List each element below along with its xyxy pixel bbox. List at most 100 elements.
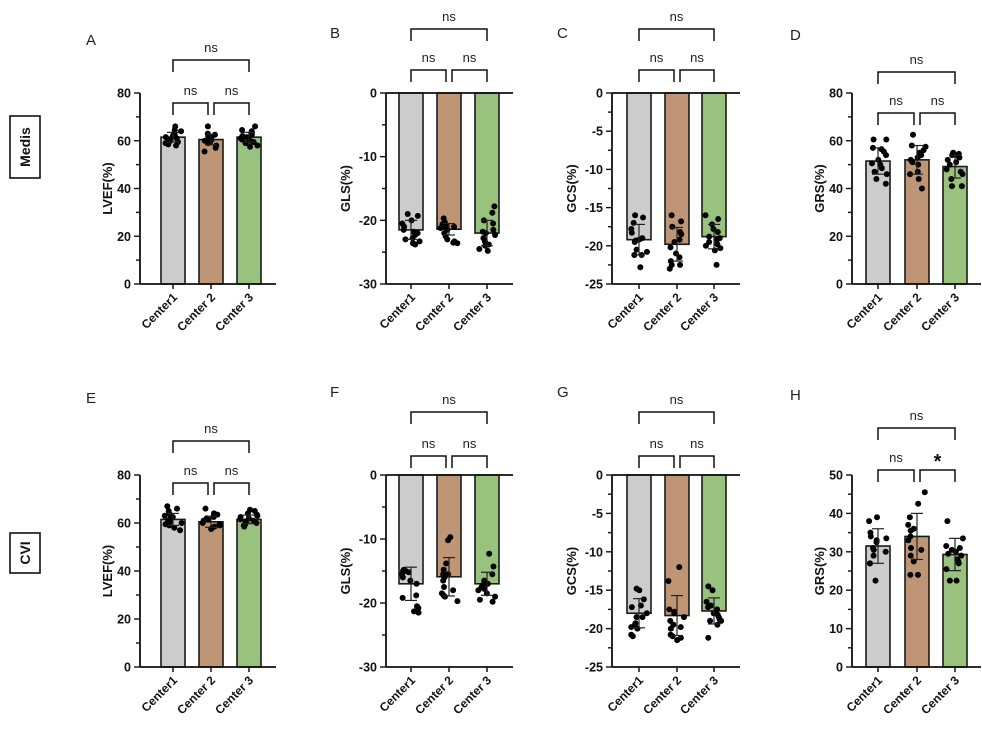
data-point [454, 598, 461, 605]
y-tick-label: 0 [370, 87, 377, 101]
y-tick-label: 0 [124, 278, 131, 292]
data-point [705, 583, 712, 590]
data-point [678, 218, 685, 225]
y-tick-label: 30 [829, 545, 843, 559]
data-point [709, 587, 716, 594]
data-point [637, 264, 644, 271]
data-point [907, 571, 914, 578]
data-point [450, 587, 457, 594]
data-point [907, 527, 914, 534]
x-tick-label: Center 2 [412, 673, 456, 717]
data-point [959, 535, 966, 542]
x-tick-label: Center 2 [640, 290, 684, 334]
data-point [715, 216, 722, 223]
bracket-c2-c3: ns [213, 83, 250, 115]
bracket-line [410, 69, 447, 82]
y-tick-label: 0 [836, 278, 843, 292]
data-point [943, 543, 950, 550]
bar-center2 [664, 474, 690, 617]
data-point [914, 571, 921, 578]
data-point [202, 505, 209, 512]
significance-label: * [934, 451, 942, 473]
y-tick-label: 20 [829, 584, 843, 598]
data-point [484, 247, 491, 254]
bracket-line [410, 455, 447, 468]
bracket-line [172, 102, 209, 115]
data-point [717, 245, 724, 252]
significance-label: ns [889, 450, 903, 465]
bracket-line [679, 69, 715, 82]
data-point [173, 142, 180, 149]
bracket-line [451, 69, 488, 82]
bracket-c1-c2: ns [877, 93, 915, 125]
panel-letter: A [86, 32, 96, 49]
row-label-cvi-text: CVI [17, 541, 33, 564]
data-point [956, 544, 963, 551]
data-point [669, 633, 676, 640]
bar-center1 [398, 92, 424, 231]
data-point [440, 577, 447, 584]
data-point [915, 500, 922, 507]
bracket-line [919, 469, 956, 482]
data-point [883, 171, 890, 178]
y-tick-label: 40 [117, 182, 131, 196]
data-point [475, 587, 482, 594]
data-point [212, 144, 219, 151]
panel-letter: H [790, 387, 801, 404]
data-point [958, 183, 965, 190]
data-point [440, 566, 447, 573]
data-point [413, 580, 420, 587]
bar-center1 [626, 92, 652, 241]
data-point [204, 123, 211, 130]
data-point [944, 156, 951, 163]
significance-label: ns [204, 421, 218, 436]
y-tick-label: -30 [359, 278, 377, 292]
x-tick-label: Center1 [844, 290, 886, 332]
data-point [445, 537, 452, 544]
y-tick-label: -25 [585, 278, 603, 292]
y-tick-label: 20 [117, 613, 131, 627]
data-point [678, 231, 685, 238]
x-tick-label: Center 3 [677, 673, 721, 717]
data-point [943, 166, 950, 173]
y-tick-label: -10 [585, 545, 603, 559]
data-point [703, 598, 710, 605]
data-point [415, 605, 422, 612]
data-point [882, 548, 889, 555]
data-point [407, 577, 414, 584]
bracket-line [877, 71, 956, 84]
data-point [201, 148, 208, 155]
data-point [414, 212, 421, 219]
significance-label: ns [690, 50, 704, 65]
significance-label: ns [442, 392, 456, 407]
data-point [492, 231, 499, 238]
data-point [628, 604, 635, 611]
data-point [399, 594, 406, 601]
bracket-line [213, 482, 250, 495]
data-point [177, 527, 184, 534]
significance-label: ns [442, 9, 456, 24]
y-tick-label: 40 [117, 565, 131, 579]
panel-letter: C [557, 25, 568, 42]
data-point [866, 518, 873, 525]
y-tick-label: 10 [829, 622, 843, 636]
bracket-c1-c3: ns [172, 421, 250, 453]
y-tick-label: 40 [829, 507, 843, 521]
data-point [714, 229, 721, 236]
bracket-line [638, 28, 715, 41]
data-point [883, 136, 890, 143]
x-tick-label: Center 2 [880, 673, 924, 717]
significance-label: ns [670, 9, 684, 24]
data-point [161, 512, 168, 519]
bracket-line [172, 482, 209, 495]
y-tick-label: 80 [117, 87, 131, 101]
bracket-c1-c2: ns [638, 50, 675, 82]
y-axis-title: GCS(%) [564, 547, 579, 595]
data-point [237, 516, 244, 523]
x-tick-label: Center1 [844, 673, 886, 715]
data-point [412, 241, 419, 248]
data-point [171, 524, 178, 531]
data-point [871, 168, 878, 175]
bracket-line [410, 411, 488, 424]
data-point [677, 624, 684, 631]
